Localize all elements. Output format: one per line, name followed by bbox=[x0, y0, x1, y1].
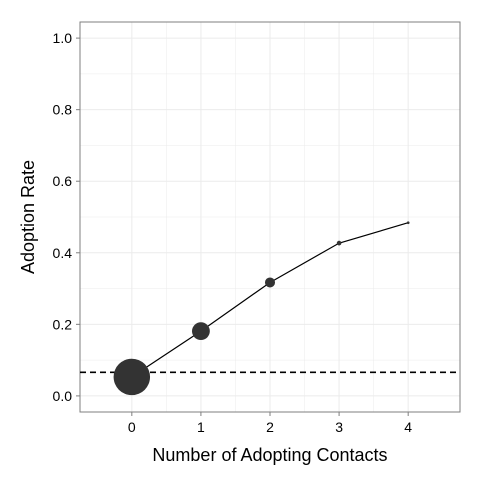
grid-layer bbox=[80, 22, 460, 412]
x-axis-title: Number of Adopting Contacts bbox=[152, 445, 387, 465]
data-point-marker bbox=[336, 240, 342, 246]
x-tick-label: 3 bbox=[335, 419, 343, 435]
data-point-marker bbox=[264, 277, 276, 288]
y-tick-label: 0.0 bbox=[53, 388, 73, 404]
x-tick-label: 0 bbox=[128, 419, 136, 435]
data-point-marker bbox=[406, 221, 410, 225]
x-tick-label: 1 bbox=[197, 419, 205, 435]
y-tick-label: 1.0 bbox=[53, 30, 73, 46]
y-tick-label: 0.4 bbox=[53, 245, 73, 261]
y-tick-label: 0.2 bbox=[53, 316, 73, 332]
data-point-marker bbox=[191, 322, 210, 341]
x-tick-label: 4 bbox=[404, 419, 412, 435]
series-layer bbox=[113, 221, 410, 396]
data-point-marker bbox=[113, 358, 151, 396]
y-tick-label: 0.6 bbox=[53, 173, 73, 189]
x-tick-label: 2 bbox=[266, 419, 274, 435]
tick-layer: 0 1 2 3 4 0.0 0.2 0.4 0.6 0.8 1.0 bbox=[53, 30, 413, 435]
y-tick-label: 0.8 bbox=[53, 102, 73, 118]
y-axis-title: Adoption Rate bbox=[18, 160, 38, 274]
